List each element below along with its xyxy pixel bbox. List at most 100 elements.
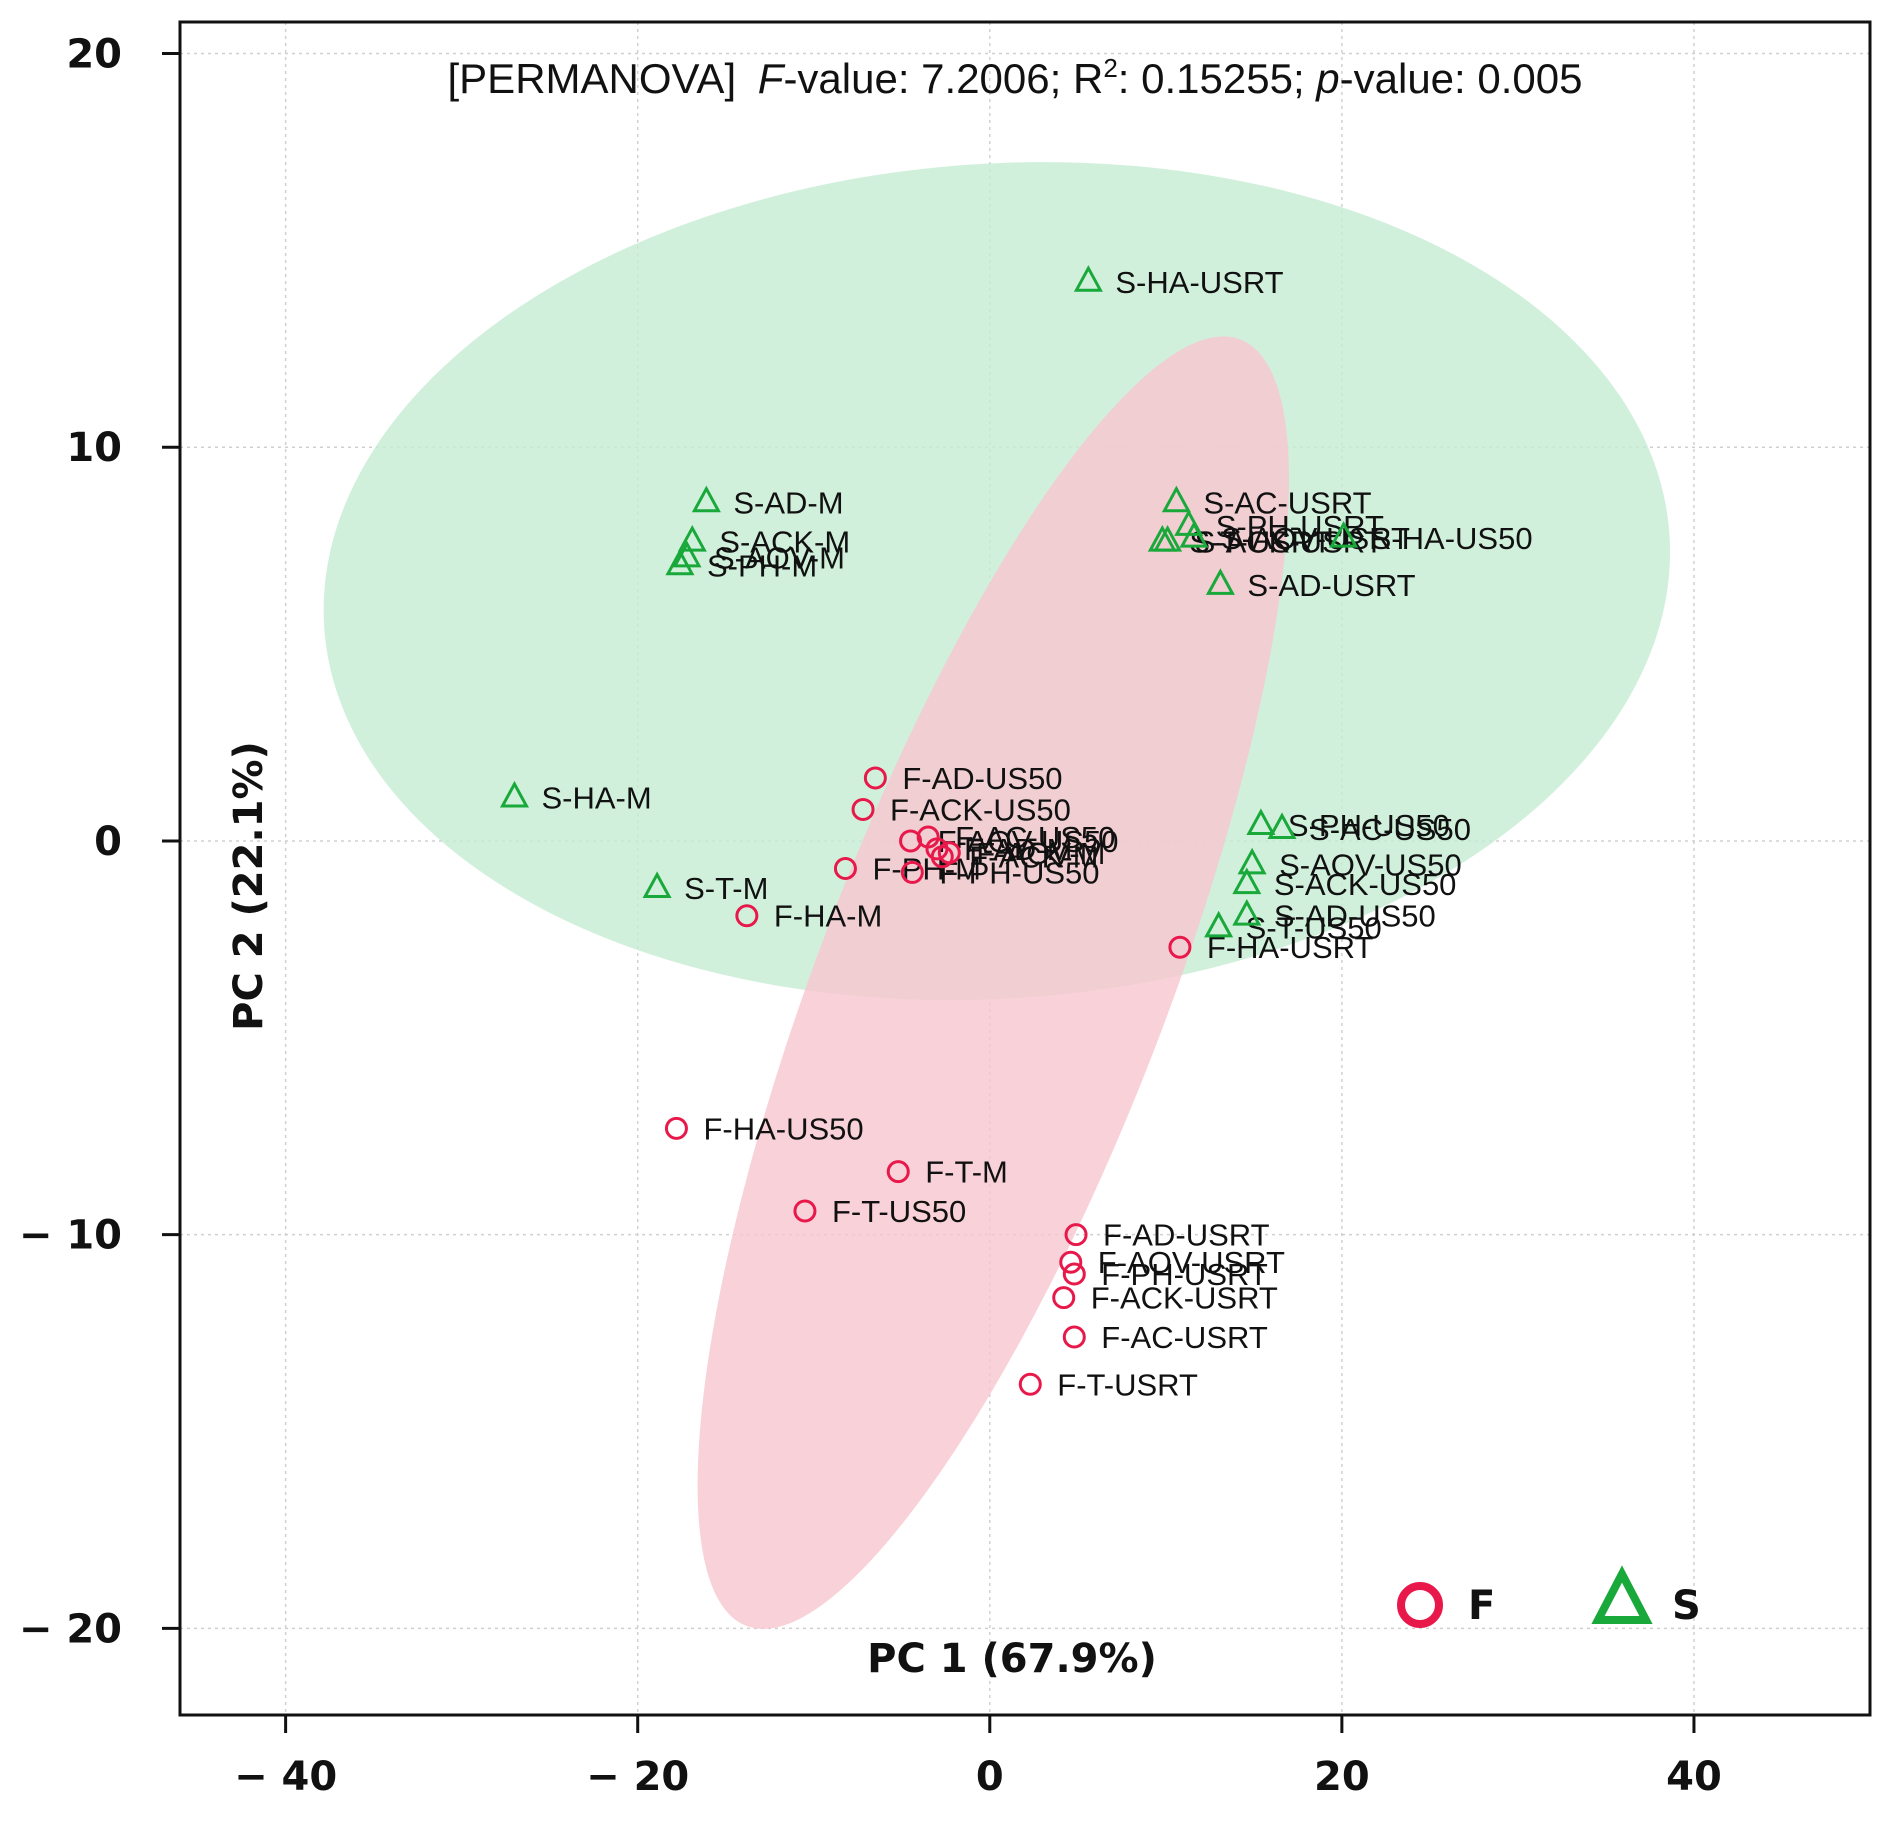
point-S bbox=[1267, 812, 1297, 839]
point-label: F-HA-USRT bbox=[1207, 930, 1374, 965]
x-tick-label: − 20 bbox=[586, 1754, 689, 1800]
point-S bbox=[1237, 847, 1267, 875]
y-tick-label: 10 bbox=[66, 425, 122, 471]
point-label: S-AD-US50 bbox=[1274, 899, 1436, 934]
point-label: S-T-USRT bbox=[1189, 525, 1331, 560]
point-label: F-AD-M bbox=[964, 832, 1072, 867]
point-label: S-AOV-M bbox=[714, 540, 845, 575]
point-label: F-ACK-M bbox=[969, 840, 1098, 875]
y-axis-title: PC 2 (22.1%) bbox=[226, 741, 272, 1031]
legend-marker-F bbox=[1397, 1582, 1443, 1628]
point-S bbox=[1329, 521, 1359, 548]
annotation-f-rest: -value: 7.2006; R bbox=[783, 55, 1103, 102]
point-label: F-AOV-US50 bbox=[938, 824, 1119, 859]
point-label: S-AOV-USRT bbox=[1221, 521, 1410, 556]
legend-label-F: F bbox=[1468, 1583, 1495, 1629]
point-F bbox=[1018, 1372, 1042, 1396]
point-label: F-AD-USRT bbox=[1103, 1218, 1270, 1253]
x-axis-title: PC 1 (67.9%) bbox=[867, 1636, 1157, 1682]
point-F bbox=[793, 1199, 817, 1223]
point-F bbox=[1052, 1286, 1076, 1310]
point-label: F-HA-US50 bbox=[703, 1111, 863, 1146]
point-label: S-AC-US50 bbox=[1309, 812, 1471, 847]
point-label: S-HA-USRT bbox=[1115, 265, 1283, 300]
point-S bbox=[1232, 898, 1262, 926]
point-F bbox=[1064, 1223, 1088, 1247]
point-label: F-PH-USRT bbox=[1101, 1257, 1268, 1292]
ellipse-F bbox=[697, 336, 1290, 1629]
point-label: F-AD-US50 bbox=[902, 761, 1062, 796]
y-tick-label: 0 bbox=[94, 819, 122, 865]
point-S bbox=[665, 548, 695, 576]
legend-label-S: S bbox=[1672, 1583, 1701, 1629]
annotation-r-superscript: 2 bbox=[1103, 53, 1117, 83]
point-S bbox=[1204, 910, 1234, 938]
point-S bbox=[1161, 485, 1191, 513]
point-F bbox=[1168, 935, 1192, 959]
point-S bbox=[642, 871, 672, 899]
point-label: S-AC-USRT bbox=[1203, 485, 1371, 520]
point-F bbox=[863, 766, 887, 790]
x-tick-label: − 40 bbox=[234, 1754, 337, 1800]
point-S bbox=[677, 524, 707, 552]
point-S bbox=[1147, 524, 1177, 552]
point-label: S-PH-USRT bbox=[1216, 509, 1384, 544]
point-labels: F-AD-US50F-ACK-US50F-AOV-US50F-AC-US50F-… bbox=[541, 265, 1532, 1402]
annotation-p-italic: p bbox=[1314, 55, 1339, 102]
y-tick-label: − 10 bbox=[19, 1213, 122, 1259]
y-tick-label: 20 bbox=[66, 31, 122, 77]
point-F bbox=[886, 1160, 910, 1184]
y-tick-label: − 20 bbox=[19, 1606, 122, 1652]
point-label: S-T-US50 bbox=[1246, 911, 1382, 946]
point-label: F-AOV-USRT bbox=[1098, 1245, 1285, 1280]
point-label: F-ACK-US50 bbox=[890, 792, 1071, 827]
x-tick-label: 40 bbox=[1666, 1754, 1722, 1800]
annotation-prefix: [PERMANOVA] bbox=[448, 55, 737, 102]
point-label: F-T-M bbox=[925, 1155, 1008, 1190]
point-S bbox=[1073, 265, 1103, 292]
point-label: F-PH-US50 bbox=[939, 855, 1099, 890]
point-label: F-PH-M bbox=[872, 852, 980, 887]
point-F bbox=[833, 857, 857, 880]
point-label: F-ACK-USRT bbox=[1091, 1281, 1278, 1316]
point-label: S-AD-M bbox=[733, 485, 843, 520]
point-F bbox=[1062, 1262, 1086, 1286]
confidence-ellipses bbox=[323, 162, 1671, 1629]
point-S bbox=[1246, 808, 1276, 836]
point-S bbox=[499, 780, 530, 808]
point-F bbox=[735, 904, 759, 928]
point-label: S-PH-M bbox=[707, 548, 817, 583]
axis-ticks: − 40 − 20 0 20 40 20 10 0 − 10 − 20 bbox=[19, 31, 1722, 1800]
point-label: F-T-USRT bbox=[1057, 1367, 1198, 1402]
point-label: F-AOV-M bbox=[976, 836, 1105, 871]
plot-frame bbox=[178, 20, 1872, 1717]
point-label: S-PH-US50 bbox=[1288, 808, 1450, 843]
point-F bbox=[664, 1116, 688, 1140]
point-F bbox=[851, 797, 875, 821]
x-tick-label: 20 bbox=[1314, 1754, 1370, 1800]
point-S bbox=[691, 485, 721, 513]
point-label: S-ACK-M bbox=[719, 525, 850, 560]
point-label: F-AC-USRT bbox=[1101, 1320, 1268, 1355]
annotation-p-rest: -value: 0.005 bbox=[1340, 55, 1583, 102]
point-label: S-ACK-US50 bbox=[1274, 867, 1457, 902]
point-label: S-AD-USRT bbox=[1247, 568, 1415, 603]
point-label: F-T-US50 bbox=[832, 1194, 966, 1229]
point-label: S-T-M bbox=[684, 871, 768, 906]
point-S bbox=[1232, 867, 1262, 895]
legend-marker-S bbox=[1591, 1565, 1653, 1624]
point-S bbox=[1179, 521, 1209, 548]
data-points bbox=[499, 265, 1359, 1396]
point-F bbox=[1059, 1250, 1083, 1274]
point-S bbox=[1205, 568, 1235, 595]
point-F bbox=[937, 841, 961, 865]
point-F bbox=[1062, 1325, 1086, 1349]
x-tick-label: 0 bbox=[976, 1754, 1004, 1800]
point-label: F-AC-US50 bbox=[955, 820, 1115, 855]
point-label: F-HA-M bbox=[774, 899, 882, 934]
permanova-annotation: [PERMANOVA] F-value: 7.2006; R2: 0.15255… bbox=[448, 53, 1583, 102]
annotation-r-rest: : 0.15255; bbox=[1118, 55, 1305, 102]
